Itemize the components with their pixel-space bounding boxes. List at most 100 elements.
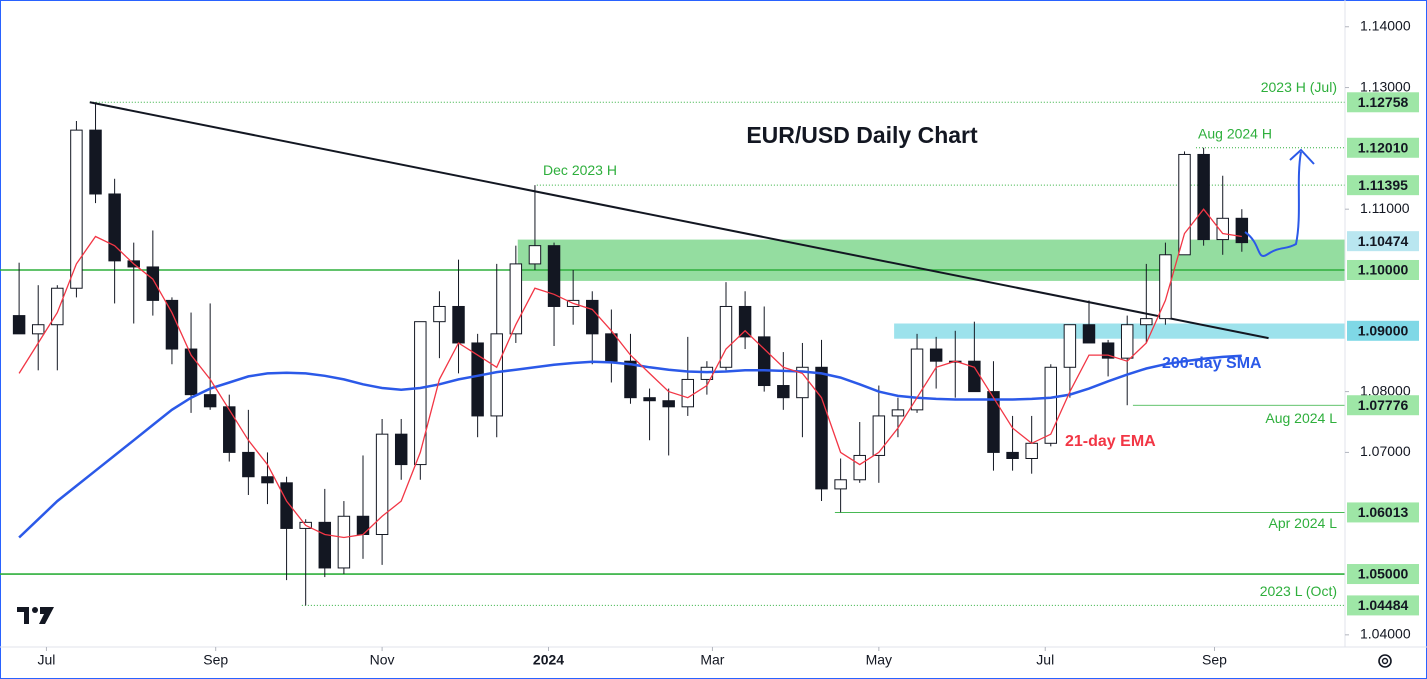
candle-body [757, 336, 771, 387]
candle-body [929, 348, 943, 362]
candle-body [987, 391, 1000, 453]
level-note: Dec 2023 H [543, 162, 617, 178]
price-label: 1.06013 [1358, 504, 1409, 520]
candle-body [12, 315, 26, 335]
x-tick-label: Sep [1202, 652, 1227, 668]
candle-body [31, 324, 45, 335]
price-label-box [1347, 92, 1419, 113]
price-label-box [1347, 137, 1419, 158]
candle-body [70, 129, 83, 289]
price-label-box [1347, 231, 1419, 252]
candle-body [1044, 366, 1058, 444]
candle-body [1006, 451, 1019, 459]
x-tick-label: Jul [1036, 652, 1054, 668]
candle-body [414, 321, 427, 466]
x-tick-label: Jul [37, 652, 55, 668]
price-label: 1.07776 [1358, 397, 1409, 413]
candle-body [471, 342, 484, 417]
price-label-box [1347, 595, 1419, 616]
candle-body [624, 360, 637, 399]
candle-body [203, 394, 217, 408]
price-label: 1.04484 [1358, 597, 1409, 613]
candle-body [1140, 318, 1153, 326]
candle-body [796, 366, 809, 399]
candle-body [1159, 254, 1172, 320]
level-note: Aug 2024 H [1198, 125, 1272, 141]
x-tick-label: 2024 [533, 652, 564, 668]
candle-body [146, 266, 160, 301]
candle-body [1178, 153, 1191, 256]
level-note: Aug 2024 L [1265, 410, 1337, 426]
candle-body [891, 409, 905, 417]
price-label: 1.12758 [1358, 94, 1409, 110]
candle-body [356, 515, 370, 536]
price-label: 1.05000 [1358, 566, 1409, 582]
trendline [89, 101, 1269, 340]
level-note: Apr 2024 L [1269, 515, 1338, 531]
price-label-box [1347, 175, 1419, 196]
candle-body [853, 454, 866, 481]
price-label-box [1347, 564, 1419, 585]
price-label-box [1347, 259, 1419, 280]
x-tick-label: Mar [700, 652, 724, 668]
candle-body [815, 366, 828, 490]
candle-body [394, 433, 408, 466]
candle-body [777, 385, 790, 399]
y-tick-label: 1.13000 [1360, 78, 1411, 94]
price-label: 1.12010 [1358, 139, 1409, 155]
y-tick-label: 1.14000 [1360, 17, 1411, 33]
candle-body [452, 305, 465, 344]
candle-body [1197, 153, 1210, 241]
candle-body [280, 482, 293, 529]
candle-body [605, 333, 618, 362]
line-label: 200-day SMA [1162, 355, 1262, 372]
projection-arrowhead [1289, 148, 1315, 165]
candle-body [1235, 217, 1249, 244]
moving-average [18, 208, 1242, 539]
y-tick-label: 1.04000 [1360, 626, 1411, 642]
price-label-box [1347, 395, 1419, 416]
candle-body [1025, 442, 1038, 459]
candle-body [738, 305, 752, 338]
candle-body [1063, 324, 1077, 368]
candle-body [528, 245, 542, 265]
price-label: 1.10000 [1358, 262, 1409, 278]
candle-body [662, 400, 675, 408]
x-tick-label: Nov [370, 652, 395, 668]
price-label: 1.11395 [1358, 177, 1408, 193]
y-tick-label: 1.08000 [1360, 382, 1411, 398]
candle-body [1216, 217, 1229, 241]
candle-body [108, 193, 121, 262]
candle-body [643, 397, 656, 402]
settings-icon[interactable] [1378, 654, 1392, 668]
moving-average [18, 354, 1242, 539]
candle-body [586, 299, 599, 335]
candle-body [1120, 324, 1134, 359]
price-label: 1.10474 [1358, 233, 1409, 249]
x-tick-label: May [866, 652, 892, 668]
y-tick-label: 1.07000 [1360, 443, 1411, 459]
candle-body [51, 287, 64, 326]
level-note: 2023 L (Oct) [1260, 583, 1337, 599]
zone [517, 239, 1345, 281]
x-tick-label: Sep [203, 652, 228, 668]
y-tick-label: 1.11000 [1360, 200, 1410, 216]
plot-area [0, 101, 1345, 606]
candle-body [184, 348, 198, 396]
candle-body [509, 263, 523, 335]
candle-body [433, 305, 446, 323]
candle-body [165, 299, 179, 350]
candle-body [910, 348, 924, 411]
candle-body [1082, 324, 1096, 344]
candle-body [490, 333, 503, 417]
logo [17, 607, 54, 624]
candle-body [223, 406, 236, 453]
candle-body [547, 245, 561, 307]
candle-body [375, 433, 389, 536]
projection-arrow [1244, 151, 1302, 257]
price-label: 1.09000 [1358, 323, 1409, 339]
candle-body [681, 378, 695, 408]
price-label-box [1347, 320, 1419, 341]
